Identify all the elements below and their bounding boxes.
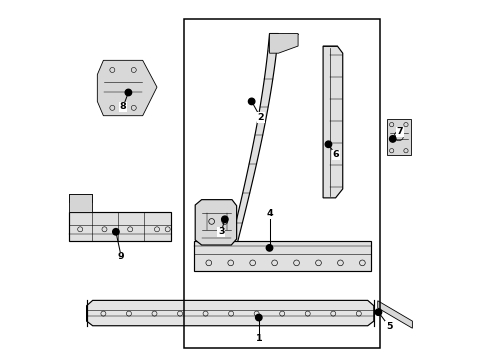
- Text: 4: 4: [265, 210, 272, 219]
- Text: 2: 2: [257, 113, 264, 122]
- Circle shape: [112, 229, 119, 235]
- Text: 9: 9: [118, 252, 124, 261]
- Circle shape: [221, 216, 227, 222]
- Text: 8: 8: [120, 102, 126, 111]
- Polygon shape: [69, 194, 92, 202]
- Circle shape: [325, 141, 331, 148]
- Polygon shape: [69, 212, 171, 242]
- Circle shape: [255, 314, 262, 321]
- Polygon shape: [195, 200, 236, 245]
- Text: 6: 6: [332, 150, 338, 159]
- Text: 1: 1: [255, 334, 262, 343]
- Bar: [183, 19, 380, 348]
- Circle shape: [374, 309, 381, 315]
- Text: 7: 7: [396, 127, 403, 136]
- Polygon shape: [69, 194, 92, 212]
- Polygon shape: [194, 241, 370, 271]
- Polygon shape: [97, 60, 157, 116]
- Circle shape: [389, 136, 395, 142]
- Polygon shape: [323, 46, 342, 198]
- Text: 3: 3: [218, 227, 224, 236]
- Polygon shape: [269, 33, 298, 53]
- Polygon shape: [225, 33, 278, 264]
- Circle shape: [266, 245, 272, 251]
- Circle shape: [248, 98, 254, 105]
- Circle shape: [125, 89, 131, 96]
- Polygon shape: [86, 300, 373, 326]
- Text: 5: 5: [385, 322, 392, 331]
- Polygon shape: [377, 301, 411, 328]
- Polygon shape: [386, 119, 410, 155]
